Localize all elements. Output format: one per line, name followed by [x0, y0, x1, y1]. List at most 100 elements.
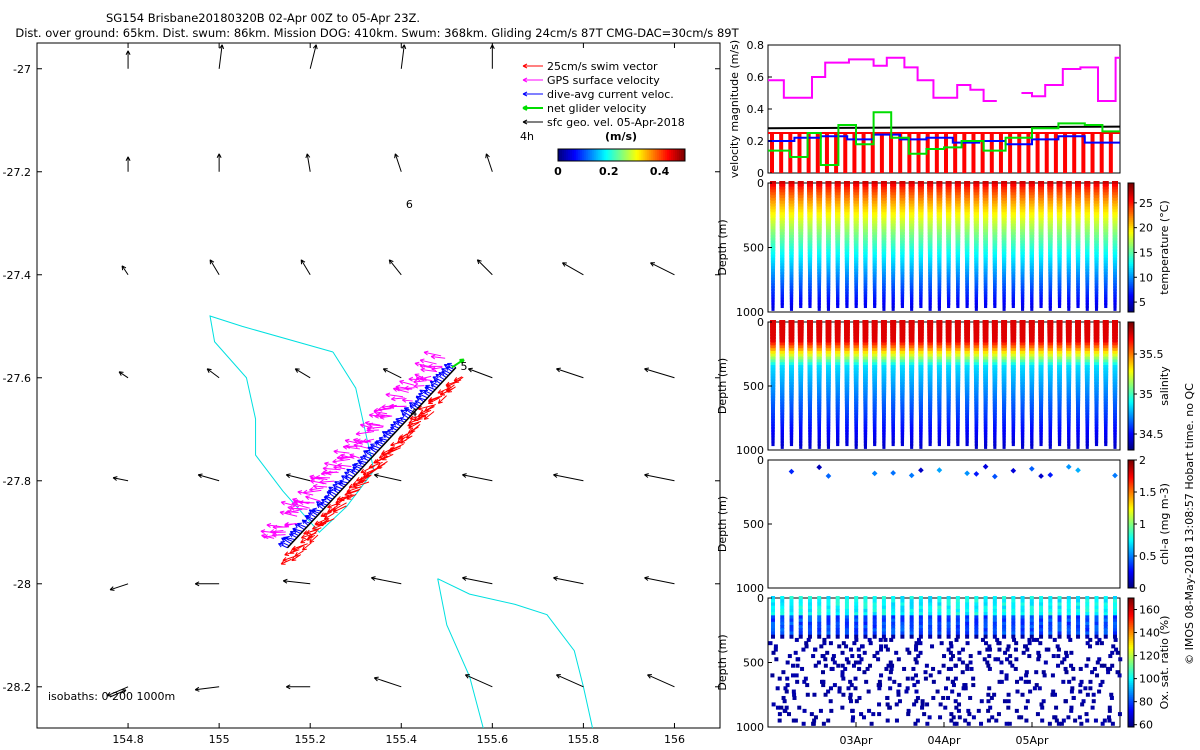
temperature-section-marker [1113, 283, 1117, 289]
oxygen-section-marker [1039, 631, 1044, 636]
temperature-section-marker [1020, 249, 1025, 255]
oxygen-section-marker [1066, 602, 1071, 607]
temperature-section-marker [844, 257, 850, 263]
oxygen-section-marker [954, 637, 959, 642]
gps-vector [272, 530, 286, 535]
salinity-section-marker [780, 421, 785, 427]
temperature-section-marker [1066, 217, 1072, 223]
temperature-section-marker [891, 266, 896, 272]
salinity-section-marker [1084, 322, 1091, 328]
temperature-section-colorbar-cell [1128, 277, 1134, 281]
salinity-section-marker [937, 429, 942, 435]
temperature-section-marker [1103, 271, 1108, 277]
oxygen-section-marker [992, 602, 997, 607]
salinity-section-colorbar-cell [1128, 348, 1134, 351]
temperature-section-marker [1075, 183, 1081, 189]
salinity-section-marker [956, 429, 960, 435]
temperature-section-marker [863, 251, 868, 257]
salinity-section-marker [936, 320, 943, 325]
oxygen-section-marker [801, 647, 806, 652]
salinity-section-marker [1094, 373, 1099, 379]
temperature-section-marker [1084, 243, 1090, 249]
salinity-section-marker [947, 438, 951, 444]
colorbar-cell [593, 149, 597, 161]
salinity-section-marker [1085, 441, 1089, 447]
temperature-section-marker [1048, 303, 1052, 309]
temperature-section-marker [807, 260, 813, 266]
temperature-section-marker [798, 251, 803, 257]
oxygen-section-marker [835, 596, 840, 600]
temperature-section-marker [798, 286, 803, 292]
temperature-section-marker [965, 283, 969, 289]
salinity-section-marker [872, 370, 878, 376]
colorbar-cell [643, 149, 646, 161]
temperature-section-marker [1112, 200, 1118, 206]
temperature-section-marker [1113, 277, 1117, 283]
oxygen-section-marker [983, 612, 988, 617]
dac-vector [432, 376, 443, 383]
temperature-section-marker [788, 195, 795, 201]
temperature-section-marker [807, 223, 813, 229]
temperature-section-marker [954, 181, 961, 186]
salinity-section-marker [1112, 353, 1118, 359]
gps-vector [364, 420, 381, 426]
oxygen-section-marker [835, 628, 840, 633]
temperature-section-marker [1075, 195, 1081, 201]
temperature-section-marker [817, 300, 821, 306]
temperature-section-marker [936, 226, 942, 232]
temperature-section-marker [1094, 300, 1099, 306]
salinity-section-marker [881, 359, 887, 365]
salinity-section-marker [1048, 443, 1052, 449]
geo-vector [112, 476, 129, 482]
temperature-section-marker [853, 192, 860, 198]
salinity-section-colorbar-cell [1128, 382, 1134, 385]
chla-section-colorbar-label: chl-a (mg m-3) [1158, 483, 1171, 565]
salinity-section-marker [863, 370, 868, 376]
oxygen-section-marker [789, 625, 794, 630]
oxygen-section-marker [986, 663, 991, 668]
salinity-section-marker [881, 362, 887, 368]
chla-section-colorbar-tick-label: 2 [1139, 454, 1146, 467]
temperature-section-marker [983, 220, 989, 226]
temperature-section-marker [964, 254, 970, 260]
temperature-section-marker [882, 288, 886, 294]
salinity-section-marker [937, 410, 942, 416]
salinity-section-colorbar-cell [1128, 332, 1134, 335]
temperature-section-marker [1011, 286, 1016, 292]
temperature-section-marker [844, 226, 850, 232]
salinity-section-marker [844, 350, 850, 356]
oxygen-section-marker [1039, 612, 1044, 617]
salinity-section-marker [835, 379, 841, 385]
temperature-section-marker [1076, 286, 1080, 292]
salinity-section-marker [825, 350, 832, 356]
salinity-section-marker [918, 350, 924, 356]
salinity-section-marker [946, 424, 951, 430]
salinity-section-marker [908, 342, 915, 348]
salinity-section-marker [808, 432, 812, 438]
oxygen-section-marker [854, 599, 859, 604]
temperature-section-marker [872, 237, 878, 243]
temperature-section-marker [992, 229, 998, 235]
temperature-section-marker [928, 305, 932, 311]
salinity-section-marker [1112, 334, 1118, 340]
salinity-section-marker [974, 381, 979, 387]
temperature-section-marker [974, 283, 979, 289]
salinity-section-marker [955, 415, 960, 421]
oxygen-section-marker [798, 608, 803, 613]
salinity-section-marker [927, 379, 933, 385]
temperature-section-marker [1001, 192, 1007, 198]
salinity-section-marker [1029, 336, 1035, 342]
salinity-section-marker [845, 412, 849, 418]
oxygen-section-marker [878, 637, 883, 642]
salinity-section-marker [1067, 438, 1071, 444]
temperature-section-marker [945, 189, 952, 195]
temperature-section-marker [955, 271, 960, 277]
temperature-section-marker [1029, 254, 1034, 260]
salinity-section-marker [844, 407, 849, 413]
chla-section-ytick-label: 0 [757, 454, 764, 467]
temperature-section-marker [974, 303, 978, 309]
salinity-section-marker [1047, 339, 1054, 345]
temperature-section-marker [770, 186, 776, 192]
temperature-section-marker [1076, 303, 1080, 309]
salinity-section-marker [1066, 379, 1072, 385]
